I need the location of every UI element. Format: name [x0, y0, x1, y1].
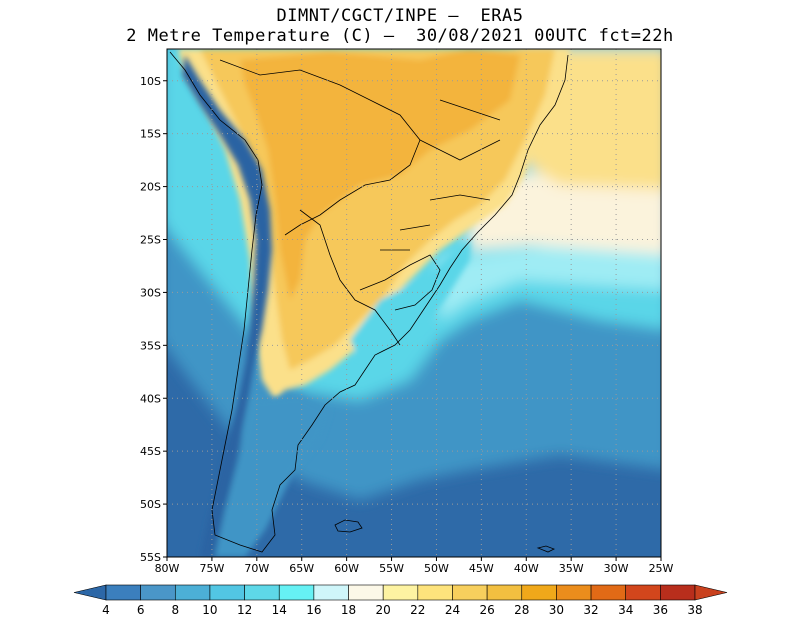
colorbar-label: 30: [549, 603, 564, 617]
title-line-1: DIMNT/CGCT/INPE – ERA5: [276, 6, 524, 26]
lon-tick-label: 30W: [604, 562, 629, 575]
lon-tick-label: 40W: [514, 562, 539, 575]
colorbar-high-cap: [694, 584, 728, 601]
south-georgia-island: [536, 545, 555, 553]
colorbar-swatch: [244, 584, 280, 601]
colorbar-swatch: [556, 584, 592, 601]
colorbar-label: 14: [272, 603, 287, 617]
lat-tick-label: 35S: [140, 339, 161, 352]
lat-tick-label: 15S: [140, 128, 161, 141]
colorbar-label: 8: [171, 603, 179, 617]
colorbar-swatch: [660, 584, 696, 601]
colorbar-swatch: [521, 584, 557, 601]
colorbar-swatch: [313, 584, 349, 601]
colorbar-swatch: [486, 584, 523, 601]
falkland-islands: [334, 519, 363, 533]
latitude-axis: 10S 15S 20S 25S 30S 35S 40S 45S 50S 55S: [140, 75, 167, 564]
lon-tick-label: 65W: [289, 562, 314, 575]
colorbar-label: 32: [583, 603, 598, 617]
land-hot-zone: [240, 49, 520, 300]
lon-tick-label: 55W: [379, 562, 404, 575]
ocean-warm-band: [470, 170, 661, 255]
colorbar-label: 28: [514, 603, 529, 617]
colorbar-swatch: [140, 584, 176, 601]
lat-tick-label: 45S: [140, 445, 161, 458]
colorbar-label: 4: [102, 603, 110, 617]
colorbar-label: 34: [618, 603, 633, 617]
lon-tick-label: 45W: [469, 562, 494, 575]
longitude-axis: 80W 75W 70W 65W 60W 55W 50W 45W 40W 35W 30W 25W: [155, 557, 674, 575]
colorbar-label: 38: [687, 603, 702, 617]
patagonia-cool: [215, 395, 330, 557]
ocean-light-band: [440, 231, 661, 320]
colorbar-label: 24: [445, 603, 460, 617]
country-border: [299, 209, 401, 346]
andes-cold-strip: [182, 55, 272, 557]
lon-tick-label: 50W: [424, 562, 449, 575]
lat-tick-label: 25S: [140, 234, 161, 247]
colorbar-swatch: [452, 584, 488, 601]
country-border: [419, 139, 501, 161]
lat-tick-label: 20S: [140, 181, 161, 194]
lat-tick-label: 50S: [140, 498, 161, 511]
colorbar: 4 6 8 10 12 14 16 18 20 22 24 26 28 30 32 34 36 38: [73, 584, 728, 617]
colorbar-label: 26: [479, 603, 494, 617]
colorbar-label: 10: [202, 603, 217, 617]
lat-tick-label: 10S: [140, 75, 161, 88]
lat-tick-label: 40S: [140, 392, 161, 405]
colorbar-swatch: [278, 584, 315, 601]
lon-tick-label: 70W: [244, 562, 269, 575]
coastline: [169, 51, 569, 553]
lat-tick-label: 55S: [140, 551, 161, 564]
title-line-2: 2 Metre Temperature (C) – 30/08/2021 00U…: [126, 26, 674, 46]
lon-tick-label: 25W: [649, 562, 674, 575]
colorbar-label: 12: [237, 603, 252, 617]
country-border: [219, 59, 421, 236]
colorbar-swatch: [417, 584, 453, 601]
coastlines-borders: [169, 51, 569, 553]
colorbar-swatch: [382, 584, 419, 601]
lon-tick-label: 80W: [155, 562, 180, 575]
colorbar-swatch: [174, 584, 211, 601]
colorbar-swatch: [590, 584, 627, 601]
lon-tick-label: 60W: [334, 562, 359, 575]
country-border: [359, 254, 441, 311]
colorbar-label: 20: [376, 603, 391, 617]
colorbar-label: 36: [653, 603, 668, 617]
state-border: [380, 99, 501, 251]
colorbar-label: 6: [137, 603, 145, 617]
lon-tick-label: 35W: [559, 562, 584, 575]
lat-tick-label: 30S: [140, 286, 161, 299]
colorbar-swatch: [348, 584, 384, 601]
colorbar-swatch: [105, 584, 141, 601]
colorbar-label: 18: [341, 603, 356, 617]
colorbar-swatch: [209, 584, 245, 601]
lon-tick-label: 75W: [199, 562, 224, 575]
map-frame: [166, 48, 662, 558]
map-field: [167, 49, 661, 557]
colorbar-label: 16: [306, 603, 321, 617]
colorbar-label: 22: [410, 603, 425, 617]
colorbar-swatch: [625, 584, 661, 601]
colorbar-low-cap: [73, 584, 107, 601]
